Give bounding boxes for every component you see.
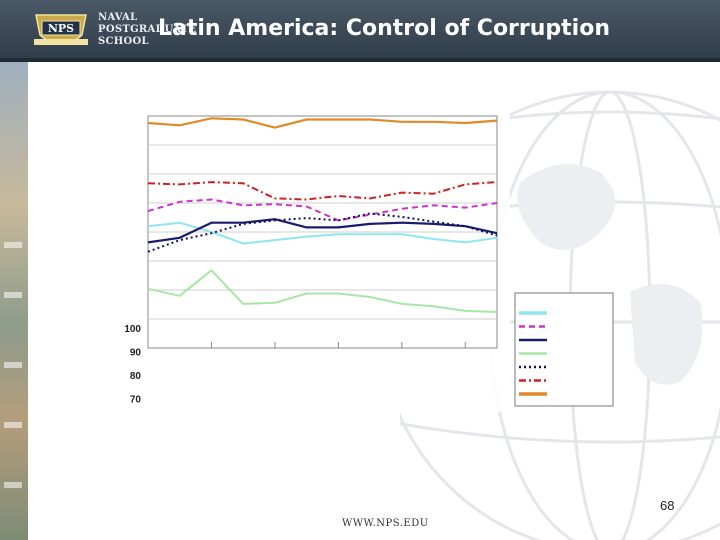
series-line-3 (147, 218, 498, 244)
campus-photo-strip (0, 62, 28, 540)
header-rule (0, 58, 720, 62)
page-number: 68 (660, 498, 675, 513)
logo-line-3: SCHOOL (98, 36, 149, 47)
logo-text: NAVAL POSTGRADUATE SCHOOL (98, 12, 196, 48)
slide-title: Latin America: Control of Corruption (158, 16, 610, 41)
y-tick-label: 70 (130, 395, 142, 406)
nps-seal-icon: NPS (34, 14, 88, 45)
logo-line-1: NAVAL (98, 12, 138, 23)
series-lines (147, 117, 498, 313)
logo-line-2: POSTGRADUATE (98, 24, 197, 35)
footer-url: WWW.NPS.EDU (342, 518, 429, 529)
legend-box (514, 292, 614, 407)
y-tick-label: 90 (130, 348, 142, 359)
gridlines (148, 144, 497, 320)
y-tick-label: 100 (124, 324, 141, 335)
series-line-6 (147, 181, 498, 201)
x-ticks (210, 342, 466, 348)
series-line-1 (147, 221, 498, 245)
series-line-4 (147, 269, 498, 313)
series-line-5 (147, 212, 498, 253)
legend (519, 311, 547, 396)
series-line-7 (147, 117, 498, 129)
y-tick-label: 80 (130, 371, 142, 382)
y-tick-labels: 100 90 80 70 (124, 324, 141, 406)
logo-emblem-text: NPS (48, 22, 74, 35)
slide-header: NPS NAVAL POSTGRADUATE SCHOOL Latin Amer… (0, 0, 720, 62)
